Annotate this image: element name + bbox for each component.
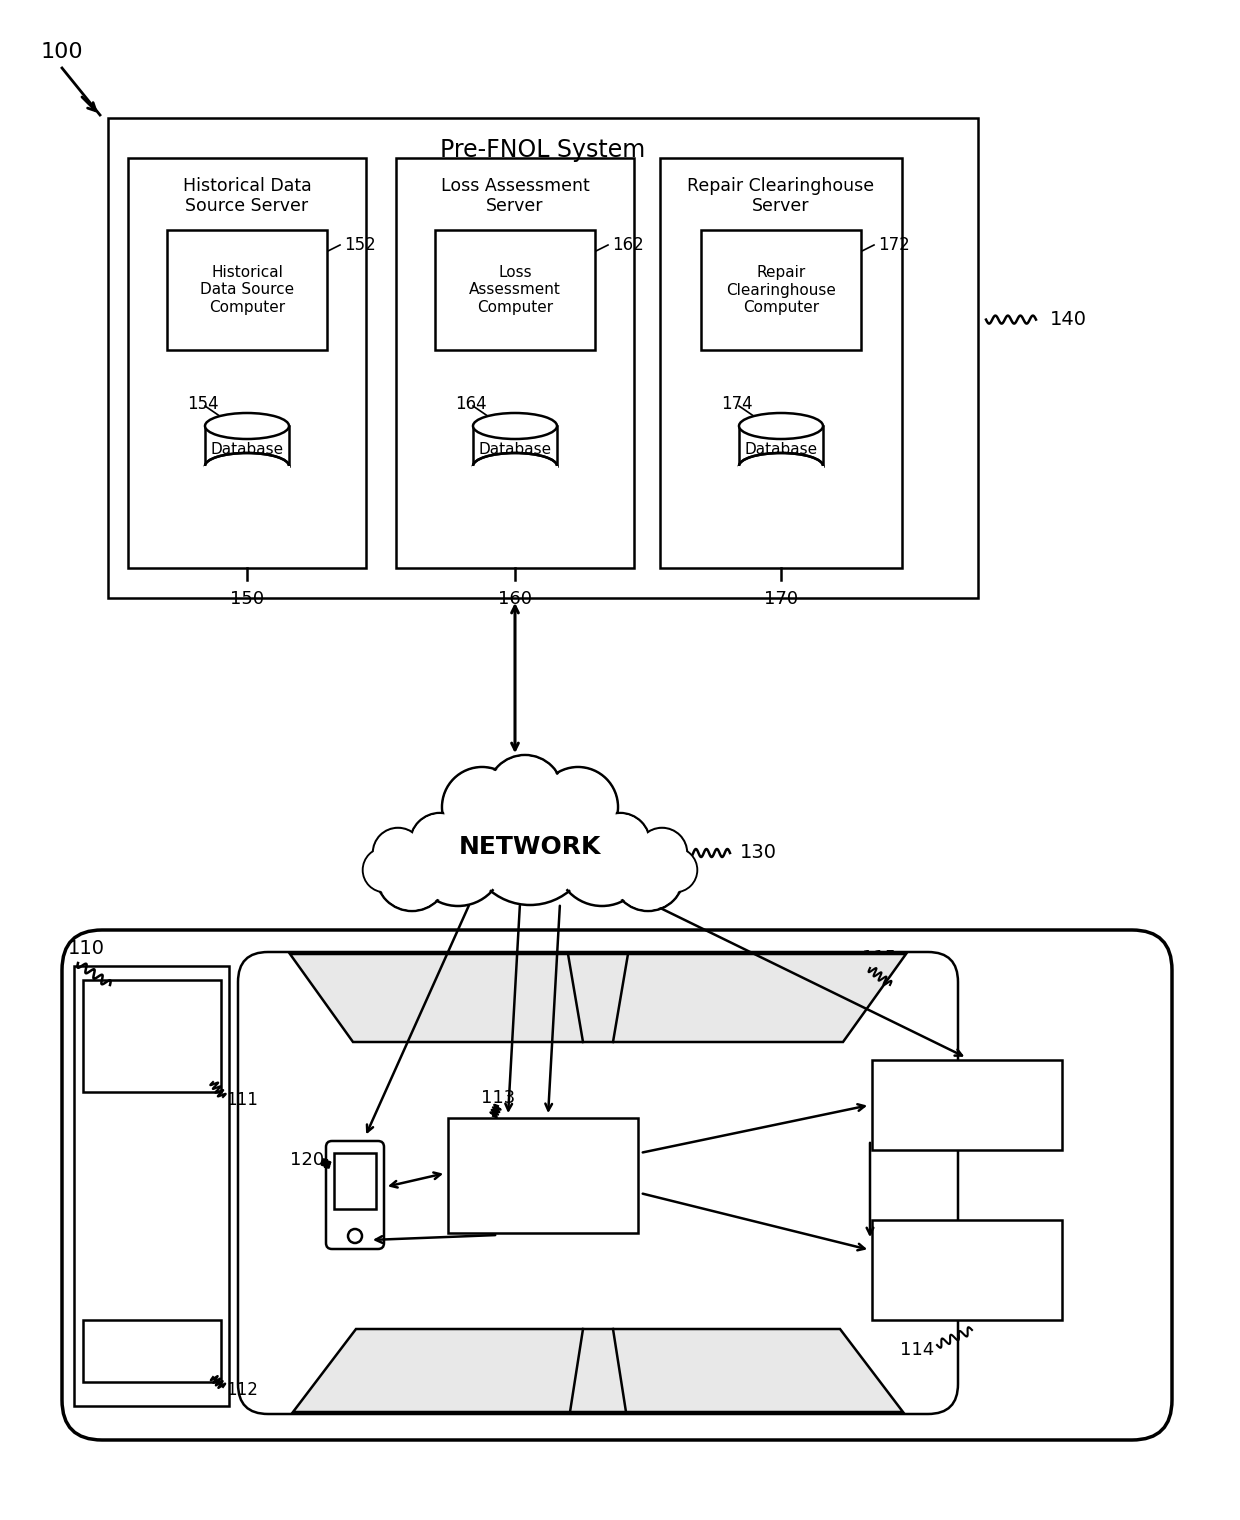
Text: Database: Database xyxy=(211,441,284,456)
Ellipse shape xyxy=(472,453,557,479)
Text: Loss Assessment
Server: Loss Assessment Server xyxy=(440,176,589,216)
FancyBboxPatch shape xyxy=(238,952,959,1414)
Text: 172: 172 xyxy=(878,236,910,254)
Bar xyxy=(396,158,634,568)
Polygon shape xyxy=(290,955,906,1043)
Circle shape xyxy=(556,815,649,906)
Text: 140: 140 xyxy=(1050,310,1087,330)
Bar xyxy=(128,158,366,568)
FancyBboxPatch shape xyxy=(326,1142,384,1249)
Text: 113: 113 xyxy=(481,1088,515,1107)
Text: Database: Database xyxy=(744,441,817,456)
Bar xyxy=(167,230,327,350)
Text: Vehicle
Comm.
System: Vehicle Comm. System xyxy=(936,1240,998,1300)
Bar xyxy=(660,158,901,568)
Bar xyxy=(83,1319,221,1382)
Circle shape xyxy=(376,839,448,910)
Ellipse shape xyxy=(205,413,289,439)
Circle shape xyxy=(490,757,560,828)
Bar xyxy=(83,980,221,1091)
Text: Pre-FNOL System: Pre-FNOL System xyxy=(440,138,646,163)
Text: 164: 164 xyxy=(455,395,486,413)
Bar xyxy=(448,1119,639,1233)
Text: 111: 111 xyxy=(226,1091,258,1110)
Circle shape xyxy=(414,816,501,903)
Circle shape xyxy=(471,784,588,901)
Circle shape xyxy=(487,755,563,831)
Bar xyxy=(435,230,595,350)
Ellipse shape xyxy=(205,453,289,479)
Bar xyxy=(738,467,825,480)
Text: 170: 170 xyxy=(764,590,799,608)
Bar xyxy=(108,119,978,597)
Circle shape xyxy=(410,813,470,872)
Bar xyxy=(872,1059,1061,1151)
Circle shape xyxy=(374,830,422,877)
Bar xyxy=(472,467,558,480)
Circle shape xyxy=(363,848,407,892)
Circle shape xyxy=(412,815,469,871)
Bar xyxy=(334,1154,376,1210)
Text: 130: 130 xyxy=(740,844,777,862)
Circle shape xyxy=(559,816,645,903)
Text: Repair Clearinghouse
Server: Repair Clearinghouse Server xyxy=(687,176,874,216)
Text: 150: 150 xyxy=(229,590,264,608)
Circle shape xyxy=(467,781,591,904)
Circle shape xyxy=(590,813,650,872)
Text: Historical
Data Source
Computer: Historical Data Source Computer xyxy=(200,264,294,315)
Ellipse shape xyxy=(739,453,823,479)
Bar xyxy=(701,230,861,350)
Text: NETWORK: NETWORK xyxy=(459,834,601,859)
Text: Historical Data
Source Server: Historical Data Source Server xyxy=(182,176,311,216)
Circle shape xyxy=(614,841,682,909)
FancyBboxPatch shape xyxy=(62,930,1172,1439)
Circle shape xyxy=(637,828,687,879)
Text: 162: 162 xyxy=(613,236,644,254)
Bar xyxy=(205,426,289,467)
Bar xyxy=(74,967,229,1406)
Text: Repair
Clearinghouse
Computer: Repair Clearinghouse Computer xyxy=(727,264,836,315)
Circle shape xyxy=(444,769,520,845)
Circle shape xyxy=(538,768,618,847)
Bar xyxy=(205,467,290,480)
Circle shape xyxy=(655,850,696,891)
Text: 154: 154 xyxy=(187,395,218,413)
Circle shape xyxy=(441,768,522,847)
Bar xyxy=(872,1221,1061,1319)
Text: 120: 120 xyxy=(290,1151,324,1169)
Text: 160: 160 xyxy=(498,590,532,608)
Text: On-Board
Computer: On-Board Computer xyxy=(926,1085,1008,1125)
Text: GPS: GPS xyxy=(134,1342,170,1360)
Bar xyxy=(472,426,557,467)
Text: Telematics
Device: Telematics Device xyxy=(495,1157,590,1195)
Circle shape xyxy=(613,839,684,910)
Circle shape xyxy=(653,848,697,892)
Text: Vehicle
Operation
Sensors: Vehicle Operation Sensors xyxy=(114,1011,190,1061)
Circle shape xyxy=(365,850,405,891)
Text: Database: Database xyxy=(479,441,552,456)
Text: 100: 100 xyxy=(41,43,83,62)
Circle shape xyxy=(378,841,446,909)
Circle shape xyxy=(541,769,615,845)
Polygon shape xyxy=(293,1328,903,1412)
Circle shape xyxy=(591,815,649,871)
Circle shape xyxy=(373,828,423,879)
Text: 152: 152 xyxy=(343,236,376,254)
Text: 115: 115 xyxy=(862,948,897,967)
Text: Loss
Assessment
Computer: Loss Assessment Computer xyxy=(469,264,560,315)
Circle shape xyxy=(639,830,686,877)
Text: 112: 112 xyxy=(226,1382,258,1398)
Text: 110: 110 xyxy=(68,938,105,958)
Circle shape xyxy=(412,815,503,906)
Ellipse shape xyxy=(472,413,557,439)
Text: 114: 114 xyxy=(900,1341,934,1359)
Ellipse shape xyxy=(739,413,823,439)
Text: 174: 174 xyxy=(720,395,753,413)
Bar xyxy=(739,426,823,467)
